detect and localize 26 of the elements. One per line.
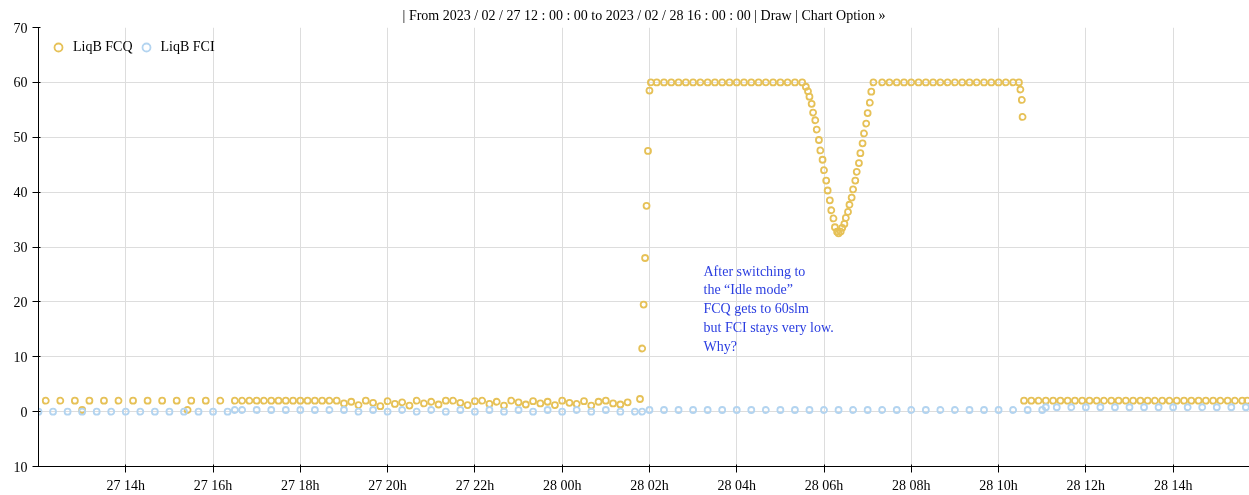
y-tick-label: 10: [13, 349, 28, 365]
x-tick-label: 28 08h: [892, 477, 931, 493]
x-tick-label: 27 16h: [193, 477, 233, 493]
x-tick-label: 27 18h: [281, 477, 320, 493]
x-tick-label: 28 00h: [542, 477, 582, 493]
legend-label: LiqB FCI: [160, 39, 215, 55]
x-tick-label: 28 10h: [979, 477, 1018, 493]
text: | From 2023 / 02 / 27 12 : 00 : 00 to 2023 / 02 / 28 16 : 00 : 00 | Draw | Chart Option »: [402, 7, 886, 23]
annotation: After switching to the “Idle mode” FCQ gets to 60slm but FCI stays very low. Why?: [703, 263, 834, 354]
y-tick-label: 20: [13, 294, 28, 310]
x-tick-label: 28 06h: [804, 477, 844, 493]
x-tick-label: 28 04h: [717, 477, 756, 493]
y-tick-label: 70: [13, 20, 28, 36]
y-tick-label: 40: [13, 185, 28, 201]
y-tick-label: 60: [13, 75, 28, 91]
y-tick-label: 50: [13, 130, 28, 146]
x-tick-label: 28 02h: [630, 477, 669, 493]
x-tick-label: 28 12h: [1066, 477, 1106, 493]
x-tick-label: 28 14h: [1153, 477, 1193, 493]
legend-label: LiqB FCQ: [73, 39, 133, 55]
x-tick-label: 27 14h: [106, 477, 146, 493]
y-tick-label: 30: [13, 240, 28, 255]
y-tick-label: 10: [13, 459, 28, 475]
x-tick-label: 27 22h: [455, 477, 495, 493]
y-tick-label: 0: [20, 404, 28, 420]
x-tick-label: 27 20h: [368, 477, 407, 493]
